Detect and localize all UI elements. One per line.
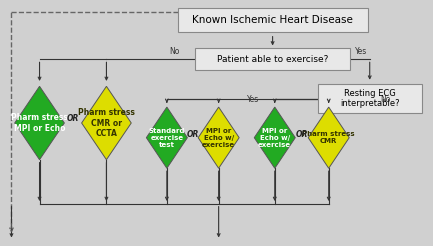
FancyBboxPatch shape	[178, 8, 368, 32]
Polygon shape	[82, 86, 131, 160]
Text: Standard
exercise
test: Standard exercise test	[149, 128, 185, 148]
Text: Pharm stress
CMR or
CCTA: Pharm stress CMR or CCTA	[78, 108, 135, 138]
Polygon shape	[308, 107, 349, 168]
Text: Yes: Yes	[355, 47, 367, 56]
Text: No: No	[169, 47, 180, 56]
Text: Pharm stress
CMR: Pharm stress CMR	[302, 131, 355, 144]
Polygon shape	[15, 86, 65, 160]
Text: Yes: Yes	[247, 94, 260, 104]
Text: Patient able to exercise?: Patient able to exercise?	[217, 55, 328, 64]
FancyBboxPatch shape	[318, 84, 421, 113]
Text: OR: OR	[67, 114, 79, 123]
Text: Known Ischemic Heart Disease: Known Ischemic Heart Disease	[192, 15, 353, 25]
Polygon shape	[198, 107, 239, 168]
Text: No: No	[381, 94, 391, 104]
Text: MPI or
Echo w/
exercise: MPI or Echo w/ exercise	[258, 128, 291, 148]
FancyBboxPatch shape	[195, 48, 350, 70]
Text: Resting ECG
interpretable?: Resting ECG interpretable?	[340, 89, 400, 108]
Text: MPI or
Echo w/
exercise: MPI or Echo w/ exercise	[202, 128, 235, 148]
Polygon shape	[146, 107, 187, 168]
Text: OR: OR	[187, 129, 199, 138]
Text: OR: OR	[296, 129, 308, 138]
Polygon shape	[254, 107, 295, 168]
Text: Pharm stress
MPI or Echo: Pharm stress MPI or Echo	[11, 113, 68, 133]
